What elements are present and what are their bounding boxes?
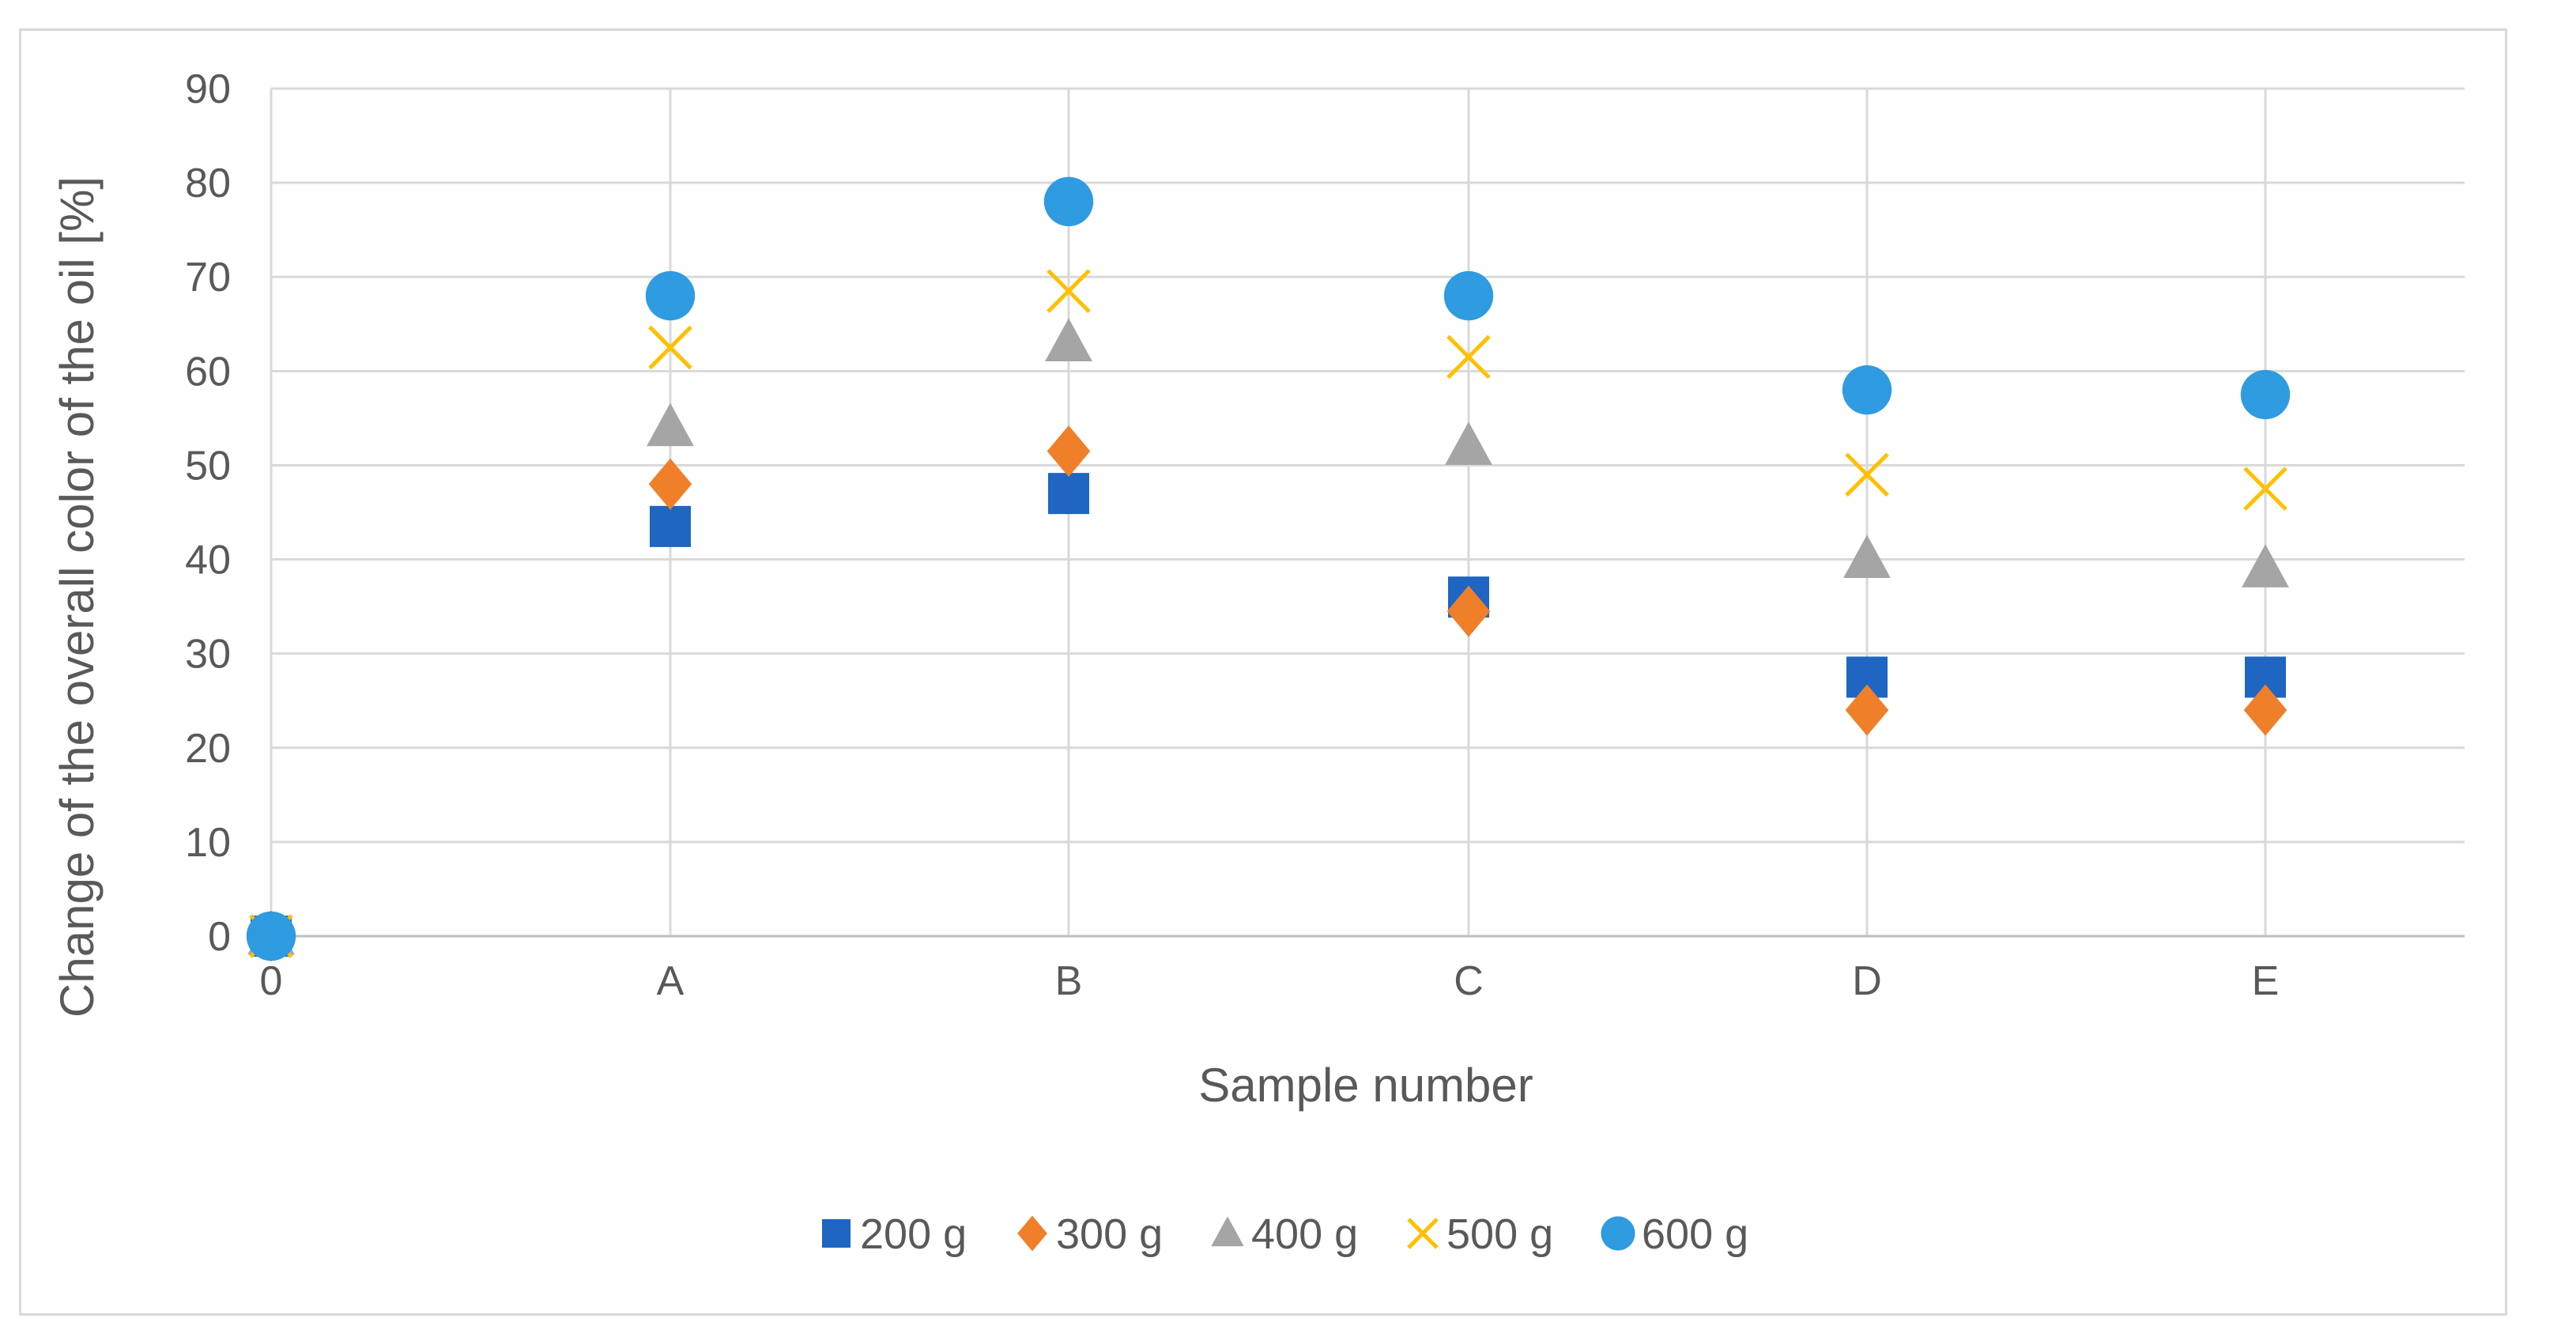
y-tick-label: 40 bbox=[185, 538, 231, 584]
legend-label: 300 g bbox=[1056, 1210, 1163, 1258]
point-400g-E bbox=[2242, 544, 2289, 587]
legend-marker-500g bbox=[1407, 1218, 1439, 1249]
x-tick-label: A bbox=[657, 958, 685, 1004]
y-tick-label: 10 bbox=[185, 820, 231, 866]
point-600g-0 bbox=[246, 911, 296, 961]
point-500g-E bbox=[2243, 466, 2287, 511]
point-300g-C bbox=[1446, 585, 1491, 637]
y-tick-label: 90 bbox=[185, 66, 231, 112]
point-400g-A bbox=[647, 402, 694, 447]
y-tick-label: 70 bbox=[185, 255, 231, 300]
point-500g-D bbox=[1845, 452, 1889, 497]
y-tick-label: 60 bbox=[185, 349, 231, 395]
point-600g-D bbox=[1842, 364, 1892, 415]
point-300g-B bbox=[1047, 425, 1091, 478]
y-axis-title: Change of the overall color of the oil [… bbox=[51, 176, 104, 1018]
legend: 200 g 300 g 400 g 500 g 600 g bbox=[822, 1210, 1748, 1258]
legend-label: 200 g bbox=[860, 1210, 967, 1258]
point-300g-A bbox=[648, 458, 692, 510]
point-200g-A bbox=[650, 505, 691, 547]
point-400g-C bbox=[1445, 421, 1492, 466]
point-200g-B bbox=[1048, 473, 1089, 515]
legend-marker-400g bbox=[1211, 1216, 1244, 1247]
gridlines bbox=[270, 87, 2465, 938]
legend-label: 400 g bbox=[1251, 1210, 1358, 1258]
point-500g-B bbox=[1047, 269, 1091, 313]
point-600g-E bbox=[2240, 369, 2291, 420]
x-tick-label: C bbox=[1454, 958, 1484, 1004]
point-300g-E bbox=[2243, 684, 2287, 736]
chart-frame bbox=[19, 28, 2507, 1316]
point-400g-D bbox=[1843, 534, 1891, 578]
y-tick-label: 30 bbox=[185, 632, 231, 678]
y-tick-label: 50 bbox=[185, 443, 231, 489]
y-axis-ticks: 0 10 20 30 40 50 60 70 80 90 bbox=[185, 66, 231, 960]
point-300g-D bbox=[1845, 684, 1889, 736]
legend-marker-300g bbox=[1017, 1215, 1047, 1252]
data-points bbox=[246, 176, 2291, 962]
point-500g-C bbox=[1446, 334, 1491, 380]
legend-marker-600g bbox=[1601, 1216, 1635, 1251]
legend-label: 500 g bbox=[1446, 1210, 1553, 1258]
point-500g-A bbox=[648, 325, 692, 370]
y-tick-label: 20 bbox=[185, 726, 231, 772]
point-400g-B bbox=[1045, 318, 1092, 361]
legend-label: 600 g bbox=[1642, 1210, 1748, 1258]
x-tick-label: D bbox=[1852, 958, 1882, 1004]
y-tick-label: 0 bbox=[208, 914, 231, 960]
point-600g-C bbox=[1443, 270, 1494, 321]
x-axis-ticks: 0 A B C D E bbox=[260, 958, 2280, 1004]
legend-marker-200g bbox=[822, 1219, 850, 1248]
point-600g-B bbox=[1043, 176, 1094, 227]
x-tick-label: B bbox=[1055, 958, 1083, 1004]
x-tick-label: E bbox=[2252, 958, 2280, 1004]
y-tick-label: 80 bbox=[185, 161, 231, 206]
x-axis-title: Sample number bbox=[1198, 1059, 1533, 1112]
x-tick-label: 0 bbox=[260, 958, 283, 1004]
point-600g-A bbox=[645, 270, 696, 321]
